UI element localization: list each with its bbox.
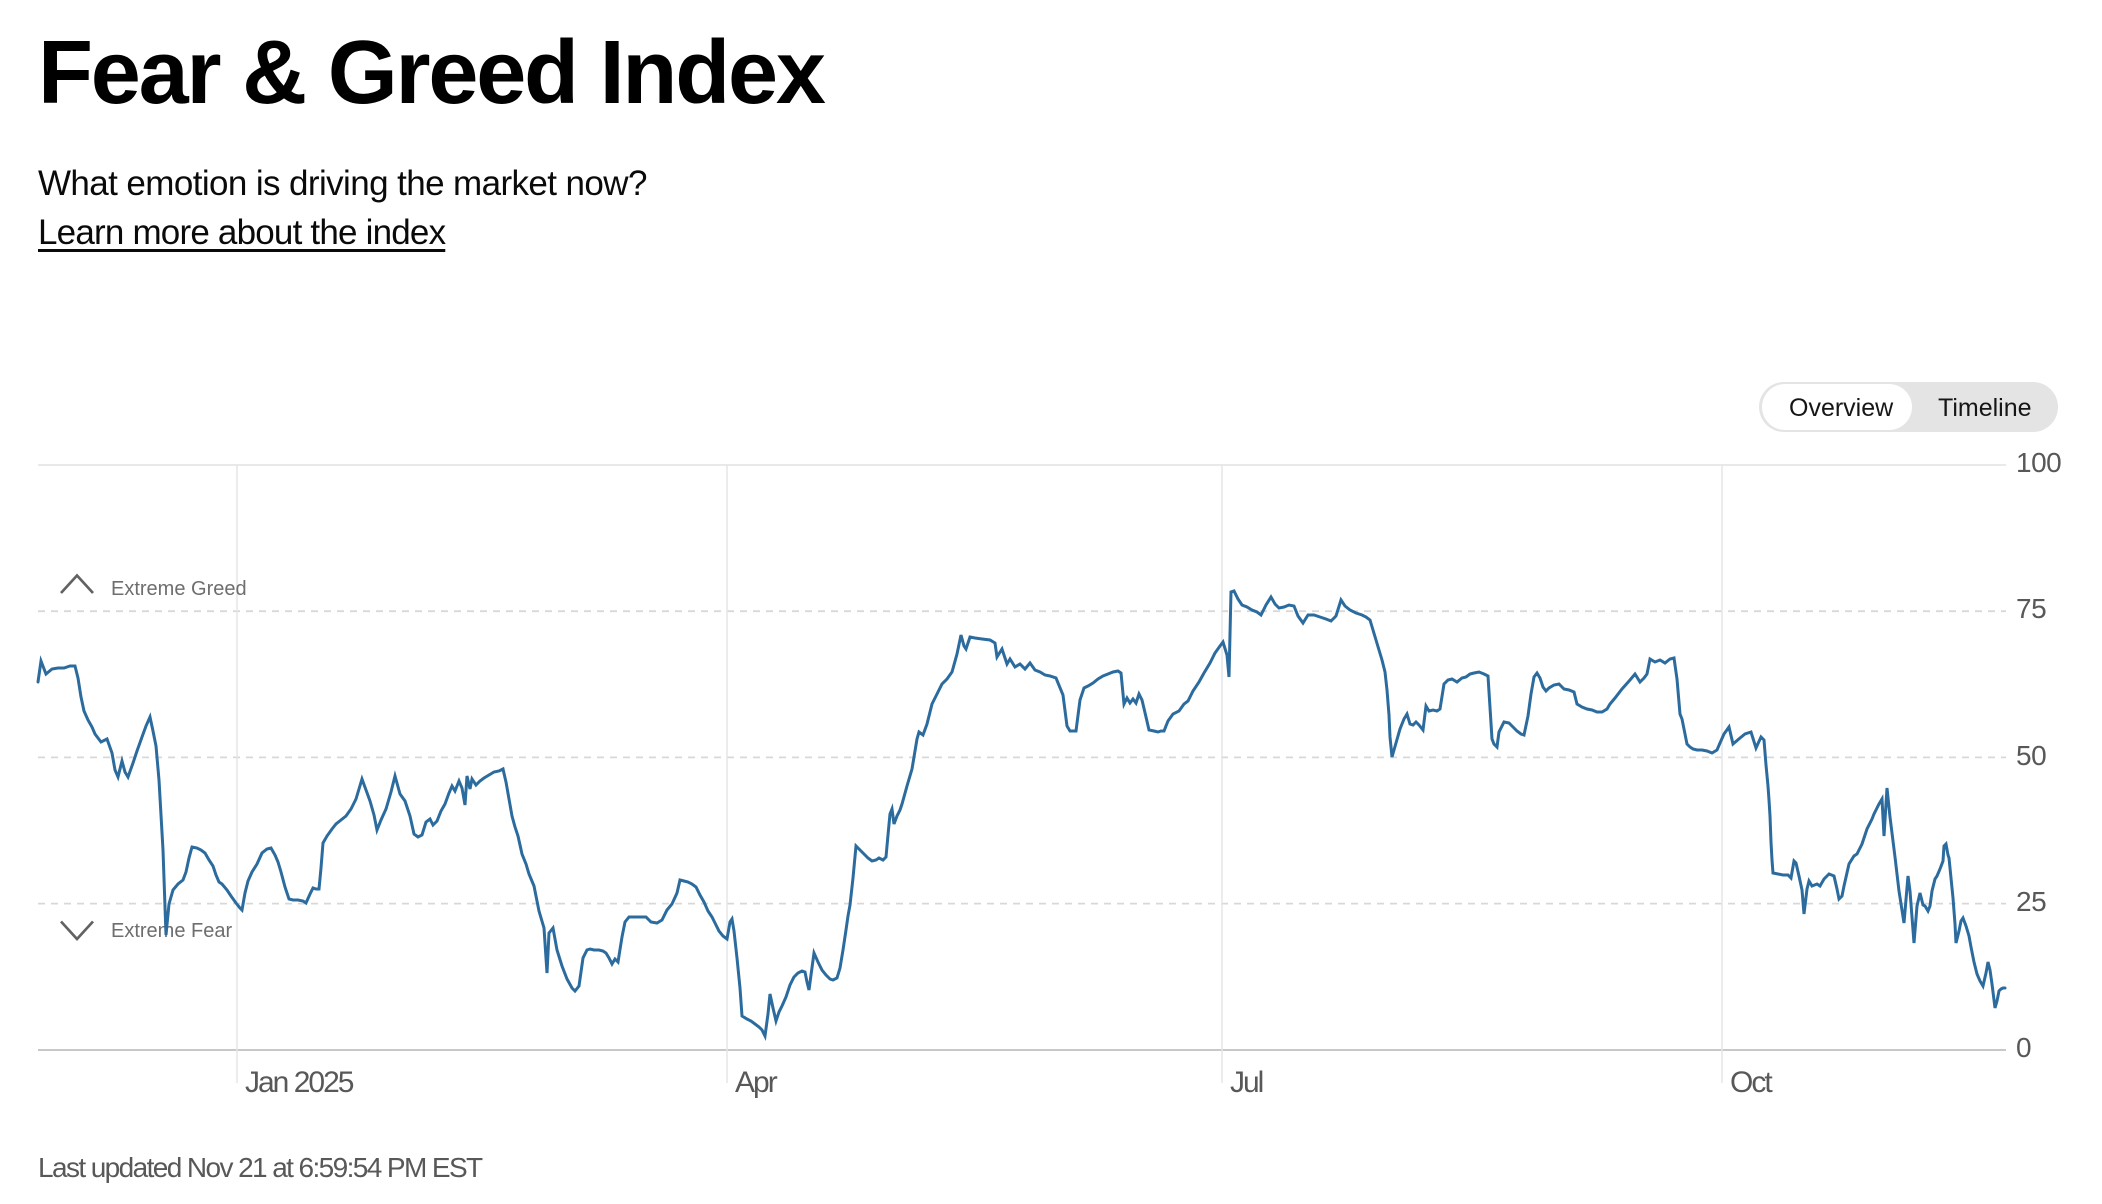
- svg-text:Last updated Nov 21 at 6:59:54: Last updated Nov 21 at 6:59:54 PM EST: [38, 1152, 483, 1183]
- svg-text:25: 25: [2016, 886, 2046, 917]
- svg-text:75: 75: [2016, 593, 2046, 624]
- svg-text:Jul: Jul: [1230, 1066, 1263, 1099]
- svg-text:Oct: Oct: [1730, 1066, 1773, 1099]
- svg-text:Extreme Fear: Extreme Fear: [111, 920, 232, 942]
- svg-text:Extreme Greed: Extreme Greed: [111, 578, 247, 600]
- svg-text:0: 0: [2016, 1032, 2031, 1063]
- svg-text:Jan 2025: Jan 2025: [245, 1066, 354, 1099]
- svg-text:50: 50: [2016, 740, 2046, 771]
- svg-text:100: 100: [2016, 447, 2061, 478]
- svg-text:Apr: Apr: [735, 1066, 778, 1099]
